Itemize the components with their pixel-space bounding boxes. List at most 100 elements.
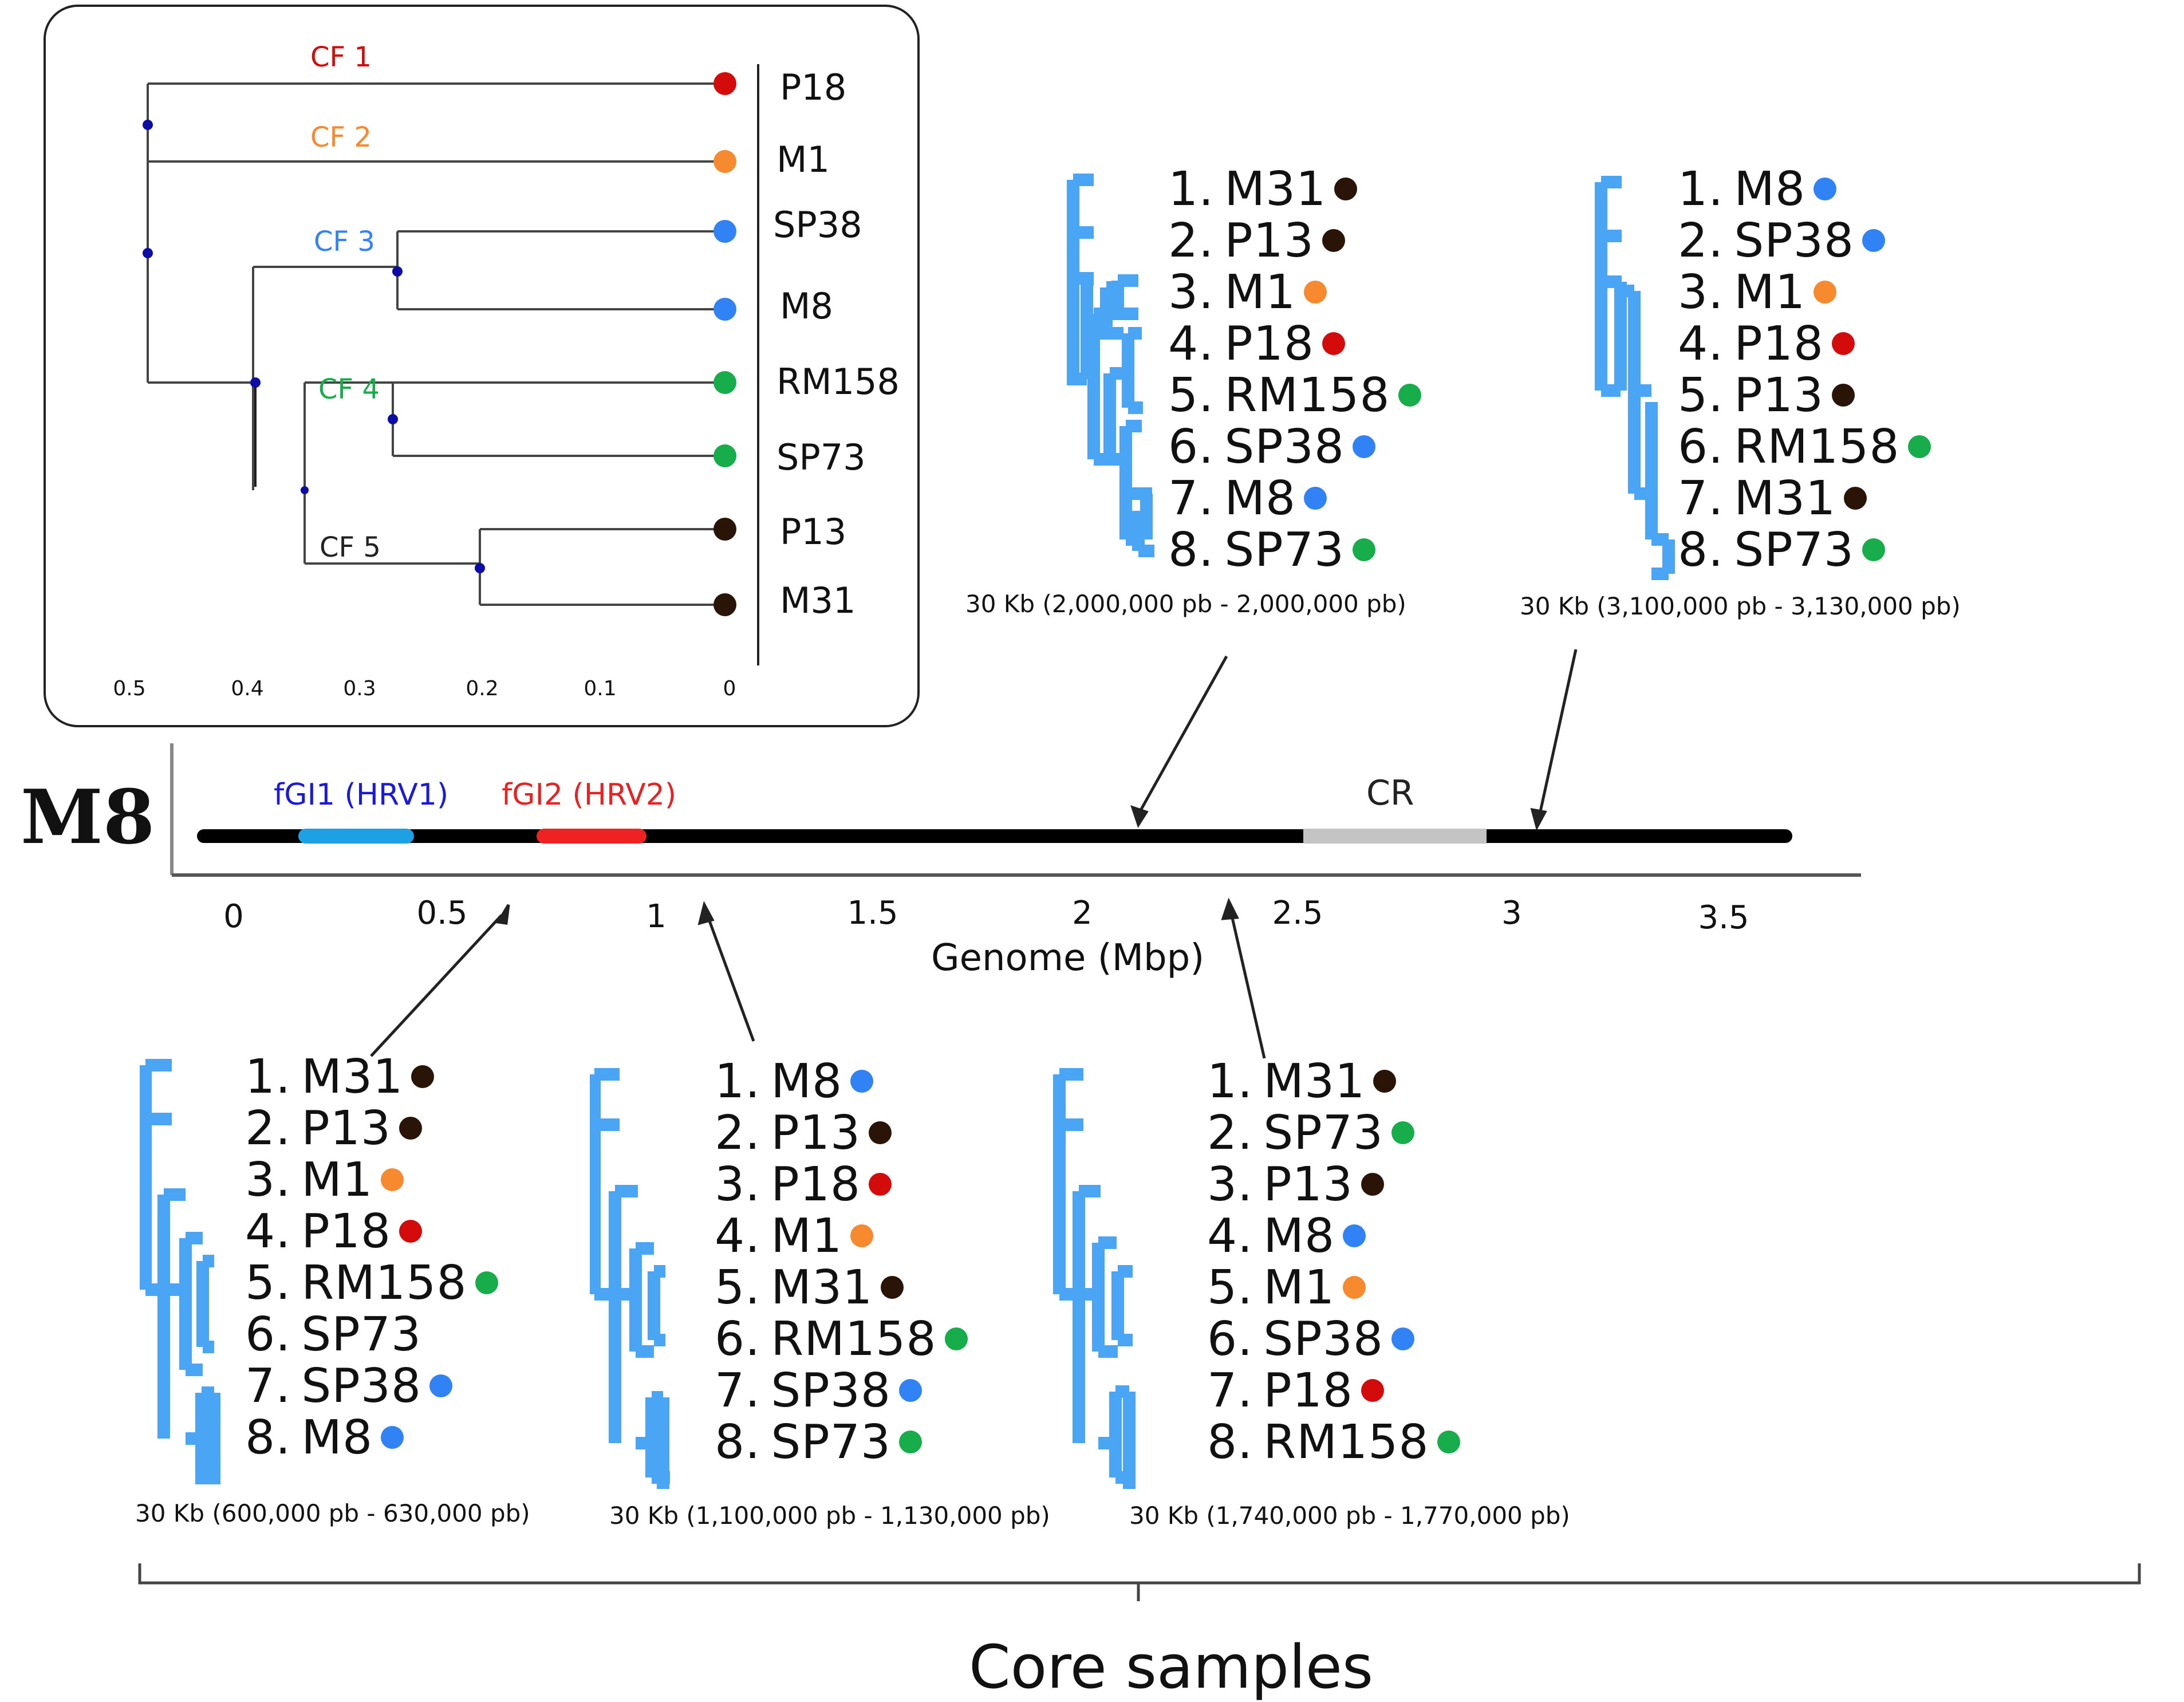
clade-label: CF 2 (310, 121, 372, 153)
strain-color-dot (1391, 1121, 1415, 1144)
window-list-item: 8. SP73 (715, 1415, 923, 1469)
strain-name: RM158 (301, 1255, 467, 1310)
region-label-cr: CR (1366, 773, 1414, 813)
axis-tick-label: 0.2 (466, 677, 499, 700)
window-arrow (1538, 649, 1578, 817)
strain-color-dot (1361, 1173, 1385, 1196)
leaf-dot (713, 72, 736, 95)
strain-color-dot (475, 1271, 498, 1294)
rank-number: 2. (1678, 213, 1724, 268)
strain-name: M31 (1734, 471, 1836, 526)
strain-name: P13 (301, 1101, 392, 1156)
window-list-item: 3. P13 (1207, 1157, 1385, 1212)
window-list-item: 1. M31 (1168, 162, 1358, 216)
strain-name: M1 (1224, 265, 1296, 320)
window-arrow (1229, 912, 1266, 1059)
window-box: 1. M8 2. P13 3. P18 4. M1 5. M31 6. RM158 7. SP38 8. SP… (590, 1054, 1025, 1489)
strain-color-dot (1907, 435, 1931, 458)
window-list-item: 2. SP73 (1207, 1105, 1415, 1160)
genome-tick-label: 1 (646, 898, 667, 935)
strain-name: SP38 (1734, 213, 1855, 268)
genome-tick-label: 0 (223, 898, 244, 935)
leaf-dot (713, 518, 736, 541)
leaf-label: RM158 (776, 361, 900, 403)
clade-label: CF 1 (310, 41, 372, 73)
genome-tick-label: 3 (1501, 895, 1522, 932)
strain-name: SP73 (1263, 1105, 1384, 1160)
window-list-item: 1. M8 (1678, 162, 1837, 216)
axis-tick-label: 0 (723, 677, 736, 700)
arrow-head (1530, 807, 1547, 831)
region-label-hrv1: fGI1 (HRV1) (274, 778, 449, 812)
strain-name: SP73 (1224, 522, 1345, 577)
strain-name: M1 (771, 1208, 843, 1263)
strain-color-dot (399, 1117, 423, 1140)
strain-name: M8 (771, 1054, 843, 1109)
rank-number: 3. (1168, 265, 1215, 320)
strain-color-dot (429, 1374, 453, 1397)
window-list-item: 3. M1 (245, 1153, 404, 1207)
rank-number: 2. (245, 1101, 291, 1156)
strain-name: RM158 (771, 1311, 937, 1366)
window-caption: 30 Kb (2,000,000 pb - 2,000,000 pb) (965, 590, 1406, 618)
rank-number: 8. (245, 1410, 291, 1465)
window-list-item: 7. SP38 (245, 1358, 453, 1413)
strain-name: M8 (1263, 1208, 1335, 1263)
window-list-item: 6. RM158 (715, 1311, 968, 1366)
window-list-item: 4. P18 (1678, 316, 1855, 371)
window-arrow (370, 914, 503, 1057)
leaf-label: M8 (780, 285, 833, 327)
strain-name: RM158 (1263, 1415, 1429, 1469)
window-list: 1. M31 2. SP73 3. P13 4. M8 5. M1 6. SP38 7. P18 8. RM1… (1207, 1054, 1528, 1489)
strain-name: SP38 (771, 1363, 892, 1418)
genome-tick-label: 0.5 (416, 895, 468, 932)
strain-color-dot (1322, 332, 1346, 355)
strain-name: SP73 (301, 1307, 422, 1362)
window-list-item: 3. M1 (1678, 265, 1837, 320)
rank-number: 8. (1678, 522, 1724, 577)
leaf-dot (713, 371, 736, 394)
window-list-item: 6. SP38 (1168, 420, 1376, 474)
strain-color-dot (1832, 332, 1855, 355)
window-list-item: 5. M31 (715, 1260, 904, 1315)
strain-color-dot (869, 1173, 892, 1196)
core-samples-bracket (138, 1563, 2141, 1585)
strain-name: M31 (1263, 1054, 1366, 1109)
genome-tick-label: 1.5 (847, 895, 898, 932)
window-caption: 30 Kb (3,100,000 pb - 3,130,000 pb) (1520, 592, 1961, 620)
rank-number: 6. (1207, 1311, 1253, 1366)
strain-color-dot (1304, 281, 1327, 304)
strain-color-dot (381, 1168, 404, 1191)
strain-color-dot (411, 1065, 435, 1088)
clade-label: CF 4 (318, 373, 380, 405)
rank-number: 6. (1678, 419, 1724, 474)
window-list-item: 7. M31 (1678, 471, 1867, 526)
strain-color-dot (1814, 178, 1837, 200)
axis-tick-label: 0.5 (113, 677, 146, 700)
leaf-label: P13 (780, 511, 847, 553)
window-tree (590, 1068, 670, 1489)
window-list-item: 3. P18 (715, 1157, 892, 1212)
window-list-item: 4. P18 (245, 1204, 423, 1259)
window-list-item: 2. P13 (1168, 214, 1346, 268)
strain-color-dot (1398, 384, 1421, 407)
rank-number: 7. (1678, 471, 1724, 526)
rank-number: 7. (1207, 1363, 1253, 1418)
clade-label: CF 3 (314, 226, 375, 258)
window-caption: 30 Kb (1,740,000 pb - 1,770,000 pb) (1129, 1502, 1570, 1530)
tree-node (392, 266, 403, 277)
rank-number: 1. (715, 1054, 761, 1109)
strain-color-dot (1322, 229, 1346, 252)
strain-name: P18 (1734, 316, 1824, 371)
strain-color-dot (1862, 229, 1886, 252)
tree-node (388, 414, 398, 424)
strain-name: M31 (301, 1049, 404, 1104)
rank-number: 6. (245, 1307, 291, 1362)
rank-number: 2. (715, 1105, 761, 1160)
leaf-dot (713, 220, 736, 243)
rank-number: 7. (245, 1358, 291, 1413)
strain-color-dot (1844, 487, 1867, 510)
rank-number: 7. (1168, 471, 1215, 526)
strain-name: P18 (1263, 1363, 1354, 1418)
strain-name: SP73 (771, 1415, 892, 1469)
